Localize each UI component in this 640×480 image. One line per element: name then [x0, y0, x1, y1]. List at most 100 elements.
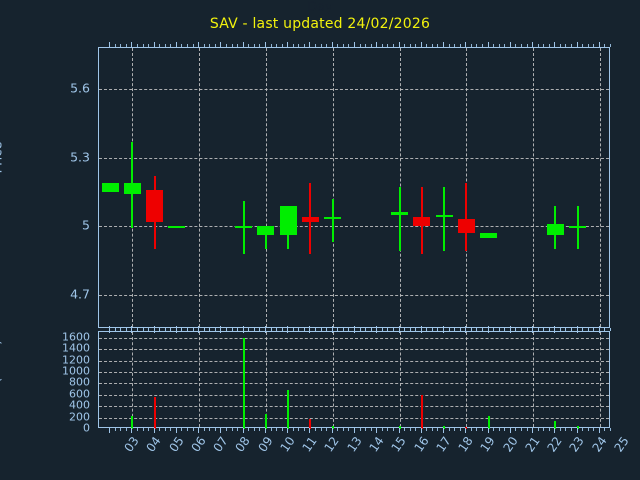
- axis-minor-tickmark: [387, 44, 389, 47]
- axis-minor-tickmark: [498, 328, 500, 331]
- axis-minor-tickmark: [259, 328, 261, 331]
- axis-minor-tickmark: [315, 428, 317, 431]
- price-tick-label: 5: [82, 217, 90, 233]
- axis-minor-tickmark: [392, 44, 394, 47]
- axis-tickmark: [443, 428, 445, 433]
- axis-minor-tickmark: [148, 428, 150, 431]
- axis-minor-tickmark: [409, 44, 411, 47]
- axis-minor-tickmark: [214, 44, 216, 47]
- volume-bar: [131, 415, 134, 429]
- volume-bar: [287, 390, 290, 429]
- axis-tickmark: [554, 42, 556, 47]
- axis-tickmark: [487, 42, 489, 47]
- volume-gridline-v: [132, 332, 134, 427]
- axis-tickmark: [287, 42, 289, 47]
- axis-minor-tickmark: [276, 428, 278, 431]
- x-tick-label: 04: [143, 434, 165, 455]
- volume-gridline-v: [399, 332, 401, 427]
- volume-tick-label: 1400: [62, 341, 90, 355]
- axis-minor-tickmark: [415, 328, 417, 331]
- axis-minor-tickmark: [276, 44, 278, 47]
- price-gridline-v: [332, 48, 334, 327]
- axis-minor-tickmark: [181, 428, 183, 431]
- axis-minor-tickmark: [593, 428, 595, 431]
- axis-tickmark: [153, 42, 155, 47]
- axis-tickmark: [331, 428, 333, 433]
- axis-minor-tickmark: [298, 44, 300, 47]
- axis-tickmark: [598, 42, 600, 47]
- axis-minor-tickmark: [381, 44, 383, 47]
- candle-body: [279, 205, 297, 236]
- x-tick-label: 05: [166, 434, 187, 455]
- axis-tickmark: [398, 326, 400, 331]
- candle-body: [413, 217, 431, 227]
- axis-minor-tickmark: [454, 44, 456, 47]
- axis-minor-tickmark: [164, 428, 166, 431]
- volume-tick-label: 0: [83, 421, 90, 435]
- candle-wick: [465, 182, 468, 252]
- axis-minor-tickmark: [320, 44, 322, 47]
- axis-minor-tickmark: [337, 44, 339, 47]
- x-tick-label: 03: [121, 434, 142, 455]
- axis-minor-tickmark: [303, 44, 305, 47]
- axis-minor-tickmark: [476, 428, 478, 431]
- axis-minor-tickmark: [270, 44, 272, 47]
- axis-minor-tickmark: [214, 428, 216, 431]
- axis-tickmark: [242, 428, 244, 433]
- axis-minor-tickmark: [298, 428, 300, 431]
- axis-minor-tickmark: [203, 428, 205, 431]
- x-tick-label: 07: [210, 434, 231, 455]
- x-tick-label: 09: [255, 434, 276, 455]
- axis-minor-tickmark: [431, 328, 433, 331]
- axis-minor-tickmark: [448, 428, 450, 431]
- axis-minor-tickmark: [303, 428, 305, 431]
- axis-minor-tickmark: [593, 328, 595, 331]
- axis-minor-tickmark: [237, 44, 239, 47]
- candle-body: [123, 182, 141, 195]
- axis-minor-tickmark: [226, 428, 227, 431]
- axis-minor-tickmark: [136, 328, 138, 331]
- axis-tickmark: [376, 326, 378, 331]
- candle-wick: [443, 187, 446, 252]
- axis-minor-tickmark: [248, 428, 250, 431]
- volume-gridline: [99, 371, 609, 373]
- axis-tickmark: [309, 326, 311, 331]
- axis-minor-tickmark: [587, 428, 589, 431]
- x-tick-label: 20: [500, 434, 521, 455]
- axis-minor-tickmark: [326, 428, 328, 431]
- candle-wick: [264, 226, 267, 250]
- axis-minor-tickmark: [120, 44, 122, 47]
- axis-minor-tickmark: [348, 44, 350, 47]
- price-gridline-v: [265, 48, 267, 327]
- axis-tickmark: [109, 428, 111, 433]
- candle-body: [480, 233, 498, 238]
- axis-minor-tickmark: [548, 428, 550, 431]
- axis-tickmark: [354, 326, 355, 331]
- price-plot-area: [98, 47, 610, 328]
- axis-minor-tickmark: [136, 44, 138, 47]
- axis-tickmark: [532, 326, 534, 331]
- axis-minor-tickmark: [504, 328, 506, 331]
- axis-minor-tickmark: [370, 328, 372, 331]
- axis-tickmark: [242, 326, 244, 331]
- axis-minor-tickmark: [426, 328, 428, 331]
- axis-minor-tickmark: [187, 428, 189, 431]
- axis-minor-tickmark: [604, 328, 606, 331]
- volume-tick-label: 200: [69, 410, 90, 424]
- axis-minor-tickmark: [142, 428, 144, 431]
- axis-minor-tickmark: [259, 44, 261, 47]
- axis-minor-tickmark: [359, 428, 361, 431]
- axis-minor-tickmark: [259, 428, 261, 431]
- axis-minor-tickmark: [404, 44, 406, 47]
- axis-minor-tickmark: [437, 428, 439, 431]
- axis-tickmark: [175, 326, 177, 331]
- axis-minor-tickmark: [387, 328, 389, 331]
- axis-tickmark: [287, 326, 289, 331]
- axis-minor-tickmark: [482, 328, 483, 331]
- volume-tick-label: 1200: [62, 353, 90, 367]
- axis-minor-tickmark: [459, 428, 461, 431]
- axis-minor-tickmark: [454, 428, 456, 431]
- axis-tickmark: [331, 42, 333, 47]
- axis-minor-tickmark: [426, 44, 428, 47]
- axis-minor-tickmark: [571, 44, 573, 47]
